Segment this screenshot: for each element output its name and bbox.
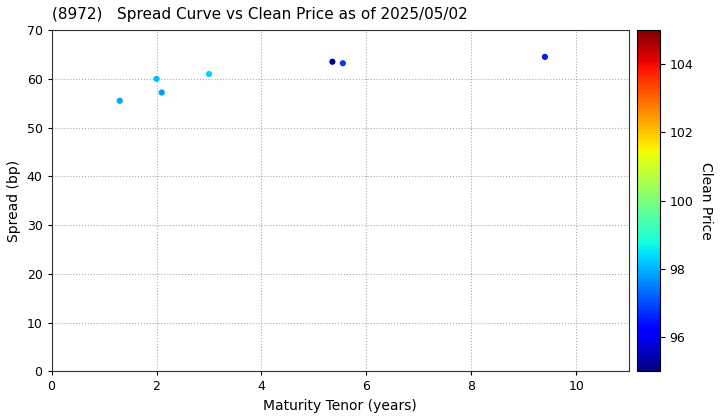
Point	[539, 53, 551, 60]
Point	[114, 97, 125, 104]
Y-axis label: Clean Price: Clean Price	[699, 162, 713, 240]
Point	[337, 60, 348, 67]
Point	[150, 76, 162, 82]
Y-axis label: Spread (bp): Spread (bp)	[7, 160, 21, 242]
Point	[203, 71, 215, 77]
Point	[156, 89, 168, 96]
Point	[327, 58, 338, 65]
Text: (8972)   Spread Curve vs Clean Price as of 2025/05/02: (8972) Spread Curve vs Clean Price as of…	[52, 7, 467, 22]
X-axis label: Maturity Tenor (years): Maturity Tenor (years)	[264, 399, 417, 413]
